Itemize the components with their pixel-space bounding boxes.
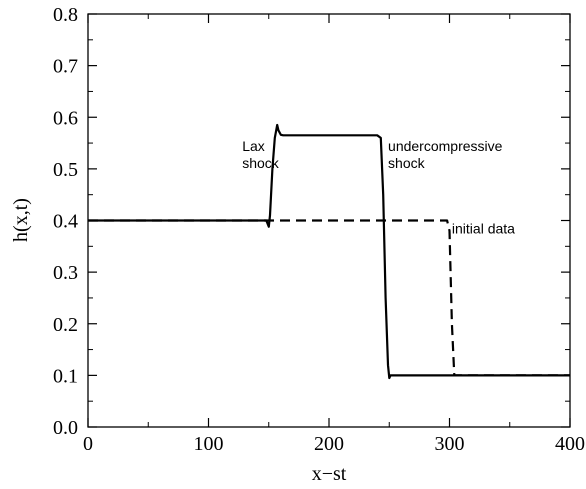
y-tick-label: 0.6 (53, 107, 78, 129)
solution-line (88, 123, 570, 380)
x-tick-label: 300 (435, 433, 465, 455)
y-tick-label: 0.8 (53, 4, 78, 26)
x-tick-label: 0 (83, 433, 93, 455)
annotation-0: Lax shock (242, 138, 280, 171)
y-axis-label: h(x,t) (10, 198, 32, 242)
x-axis-label: x−st (312, 463, 347, 485)
y-tick-label: 0.5 (53, 159, 78, 181)
y-tick-label: 0.1 (53, 365, 78, 387)
y-tick-label: 0.0 (53, 417, 78, 439)
x-tick-label: 400 (555, 433, 585, 455)
y-tick-label: 0.3 (53, 262, 78, 284)
x-tick-label: 100 (194, 433, 224, 455)
annotation-1: undercompressive shock (388, 138, 503, 171)
y-tick-label: 0.7 (53, 56, 78, 78)
annotations: Lax shock undercompressive shock initial dat… (242, 138, 515, 237)
y-tick-label: 0.4 (53, 211, 78, 233)
y-tick-label: 0.2 (53, 314, 78, 336)
series-group (88, 123, 570, 380)
axis-ticks: 0 100 200 300 400 0.0 0.1 0.2 0.3 0.4 0.5 0.6 0.7 0.8 (53, 4, 585, 455)
initial-data-line (88, 219, 570, 377)
x-tick-label: 200 (314, 433, 344, 455)
annotation-2: initial data (452, 220, 515, 236)
